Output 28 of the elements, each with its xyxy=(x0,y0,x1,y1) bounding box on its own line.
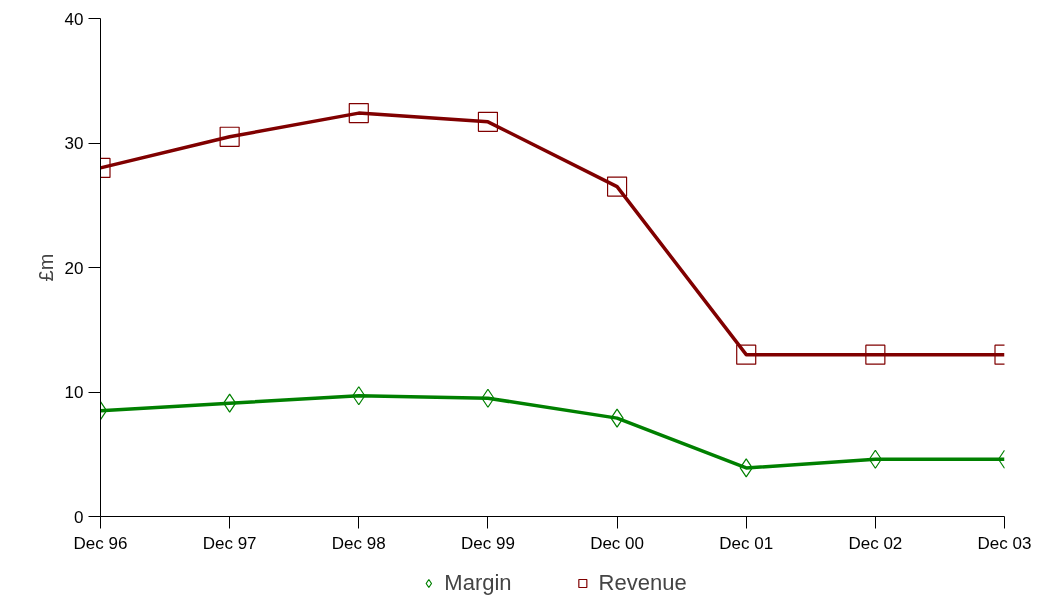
y-tick-label: 40 xyxy=(64,9,84,29)
y-tick-label: 20 xyxy=(64,258,84,278)
point xyxy=(348,103,369,124)
point xyxy=(610,408,624,428)
y-tick-label: 0 xyxy=(74,507,84,527)
x-tick-label: Dec 98 xyxy=(331,533,386,553)
x-tick-label: Dec 97 xyxy=(202,533,257,553)
point xyxy=(865,344,886,365)
x-tick-label: Dec 02 xyxy=(848,533,903,553)
legend-label: Margin xyxy=(444,569,512,596)
point xyxy=(481,388,495,408)
point xyxy=(606,176,628,197)
x-tick-label: Dec 99 xyxy=(461,533,515,553)
point xyxy=(219,126,240,147)
x-tick-label: Dec 01 xyxy=(719,533,774,553)
point xyxy=(739,458,753,478)
x-tick-label: Dec 96 xyxy=(73,533,128,553)
y-tick-label: 30 xyxy=(64,134,84,153)
point xyxy=(477,111,499,132)
x-tick-label: Dec 00 xyxy=(590,533,645,553)
point xyxy=(868,449,882,469)
point xyxy=(352,386,366,406)
point xyxy=(736,344,757,365)
x-tick-label: Dec 03 xyxy=(977,533,1032,553)
point xyxy=(223,393,237,413)
y-axis-title: £m xyxy=(34,253,57,282)
legend-label: Revenue xyxy=(598,569,687,596)
y-tick-label: 10 xyxy=(64,383,84,402)
